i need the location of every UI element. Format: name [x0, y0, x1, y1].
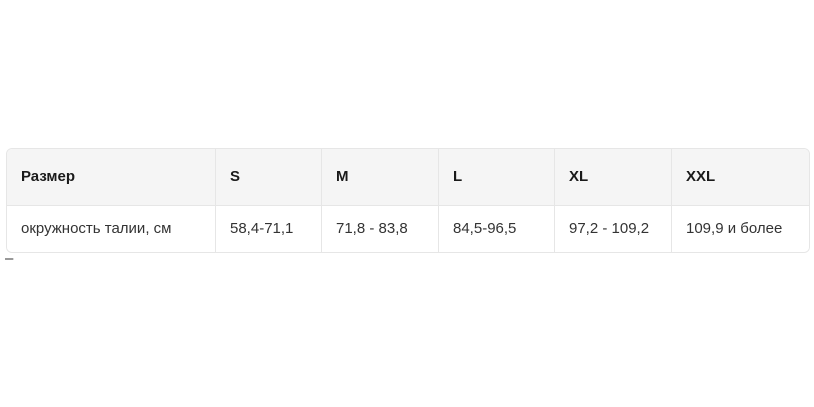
column-header-l: L	[438, 149, 554, 206]
column-header-s: S	[215, 149, 321, 206]
table-header: Размер S M L XL XXL	[7, 149, 809, 206]
column-header-xxl: XXL	[671, 149, 809, 206]
table-body: окружность талии, см 58,4-71,1 71,8 - 83…	[7, 206, 809, 252]
size-chart-table: Размер S M L XL XXL окружность талии, см…	[6, 148, 810, 253]
column-header-m: M	[321, 149, 438, 206]
row-label-waist-circumference: окружность талии, см	[7, 206, 215, 252]
column-header-size-label: Размер	[7, 149, 215, 206]
size-chart-container: Размер S M L XL XXL окружность талии, см…	[6, 148, 810, 253]
cell-waist-xl: 97,2 - 109,2	[554, 206, 671, 252]
table-row: окружность талии, см 58,4-71,1 71,8 - 83…	[7, 206, 809, 252]
cell-waist-l: 84,5-96,5	[438, 206, 554, 252]
trailing-dash-text: –	[5, 250, 14, 267]
table-header-row: Размер S M L XL XXL	[7, 149, 809, 206]
cell-waist-s: 58,4-71,1	[215, 206, 321, 252]
column-header-xl: XL	[554, 149, 671, 206]
cell-waist-xxl: 109,9 и более	[671, 206, 809, 252]
cell-waist-m: 71,8 - 83,8	[321, 206, 438, 252]
